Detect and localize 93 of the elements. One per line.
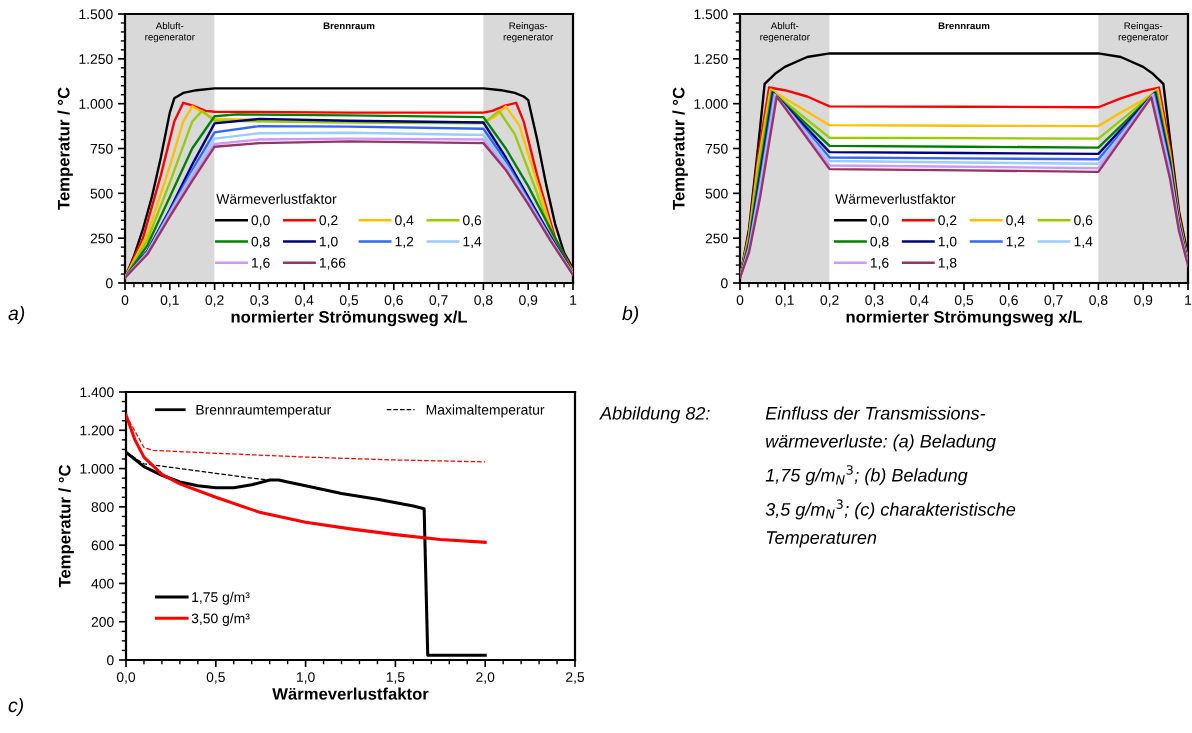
x-tick-label: 0,9 [1134, 295, 1153, 307]
legend-label: 1,6 [870, 257, 889, 270]
band-label: Reingas- regenerator [1118, 22, 1169, 43]
y-tick-label: 500 [90, 188, 113, 199]
text: Abbildung 82: [599, 406, 710, 424]
y-axis-title: Temperatur / °C [57, 87, 73, 210]
legend-label: 0,0 [251, 215, 270, 227]
legend-label: 3,50 g/m³ [191, 613, 250, 627]
y-axis-title: Temperatur / °C [58, 464, 74, 588]
band-label: Abluft- regenerator [760, 22, 810, 43]
x-tick-label: 1 [570, 295, 577, 305]
y-tick-label: 1.000 [80, 463, 114, 474]
x-tick-label: 2,0 [476, 672, 495, 684]
band-label: Brennraum [323, 22, 375, 30]
x-tick-label: 0,4 [295, 295, 314, 307]
x-tick-label: 0 [121, 295, 129, 306]
text: c) [8, 697, 24, 717]
x-tick-label: 0,7 [1044, 295, 1063, 307]
text: b) [622, 305, 639, 325]
x-tick-label: 0,8 [1089, 295, 1108, 307]
legend-label: 0,6 [1074, 215, 1093, 227]
text: Einfluss der Transmissions- wärmeverluste: (a) Beladung 1,75 g/m$_{N}$$^{3}$; (b) Beladung 3,5 g/m$_{N}$$^{3}$; (c) charakteristische Temperaturen [765, 406, 1016, 548]
legend-title: Wärmeverlustfaktor [835, 193, 956, 204]
y-tick-label: 1.000 [694, 99, 728, 109]
x-tick-label: 1,5 [386, 672, 405, 684]
y-tick-label: 1.500 [79, 9, 113, 20]
legend-label: 1,4 [463, 236, 482, 249]
x-tick-label: 0 [736, 295, 744, 306]
band-label: Brennraum [938, 22, 990, 30]
legend-label: 0,0 [870, 215, 889, 227]
x-tick-label: 0,6 [999, 295, 1018, 307]
legend-label: 0,2 [938, 215, 957, 227]
x-axis-title: normierter Strömungsweg x/L [231, 310, 468, 327]
y-tick-label: 0 [107, 655, 114, 666]
y-tick-label: 800 [91, 502, 114, 513]
x-axis-title: normierter Strömungsweg x/L [846, 310, 1083, 327]
legend-label: 0,2 [319, 215, 338, 227]
legend-label: 1,2 [395, 236, 414, 249]
legend-title: Wärmeverlustfaktor [216, 193, 337, 204]
y-tick-label: 250 [705, 233, 728, 244]
x-tick-label: 0,8 [474, 295, 493, 307]
y-tick-label: 1.000 [79, 99, 113, 109]
x-tick-label: 0,3 [865, 295, 884, 307]
y-tick-label: 1.200 [80, 425, 114, 436]
x-tick-label: 0,9 [519, 295, 538, 307]
legend-label: 1,0 [938, 236, 957, 249]
x-tick-label: 1,0 [297, 672, 315, 684]
y-tick-label: 0 [106, 278, 113, 289]
legend-label: 0,6 [462, 215, 482, 227]
legend-label: 1,66 [319, 257, 346, 270]
x-tick-label: 0,1 [775, 295, 794, 307]
x-tick-label: 0,2 [820, 295, 839, 307]
x-tick-label: 2,5 [566, 672, 585, 684]
annotation: Brennraumtemperatur [196, 405, 331, 418]
legend-label: 1,2 [1006, 236, 1025, 249]
y-tick-label: 200 [91, 617, 114, 627]
legend-label: 1,4 [1074, 236, 1093, 249]
y-tick-label: 600 [91, 540, 114, 551]
y-tick-label: 1.500 [694, 9, 728, 20]
y-tick-label: 0 [721, 278, 728, 289]
y-tick-label: 400 [91, 578, 114, 589]
x-tick-label: 1 [1185, 295, 1192, 305]
x-tick-label: 0,1 [160, 295, 179, 307]
legend-label: 1,6 [252, 257, 270, 270]
x-tick-label: 0,5 [339, 295, 359, 307]
x-tick-label: 0,4 [910, 295, 929, 307]
legend-label: 0,8 [870, 236, 889, 249]
legend-label: 0,4 [395, 215, 414, 227]
band-label: Abluft- regenerator [145, 22, 195, 43]
y-axis-title: Temperatur / °C [672, 87, 688, 210]
legend-label: 0,8 [251, 236, 270, 249]
y-tick-label: 750 [705, 143, 728, 154]
x-tick-label: 0,5 [954, 295, 974, 307]
annotation: Maximaltemperatur [426, 404, 545, 418]
y-tick-label: 1.400 [80, 387, 114, 398]
legend-label: 1,75 g/m³ [192, 591, 250, 605]
y-tick-label: 250 [90, 233, 113, 244]
y-tick-label: 1.250 [694, 54, 728, 64]
band-label: Reingas- regenerator [503, 22, 554, 43]
x-tick-label: 0,7 [429, 295, 448, 307]
legend-label: 1,8 [938, 257, 957, 270]
y-tick-label: 1.250 [79, 54, 113, 64]
x-tick-label: 0,0 [116, 672, 136, 684]
x-tick-label: 0,6 [384, 295, 403, 307]
y-tick-label: 500 [705, 188, 728, 199]
text: a) [8, 305, 25, 325]
legend-label: 1,0 [319, 236, 338, 249]
y-tick-label: 750 [90, 143, 113, 154]
x-tick-label: 0,3 [250, 295, 269, 307]
x-tick-label: 0,5 [206, 672, 225, 684]
x-tick-label: 0,2 [205, 295, 224, 307]
legend-label: 0,4 [1006, 215, 1025, 227]
x-axis-title: Wärmeverlustfaktor [272, 687, 429, 700]
